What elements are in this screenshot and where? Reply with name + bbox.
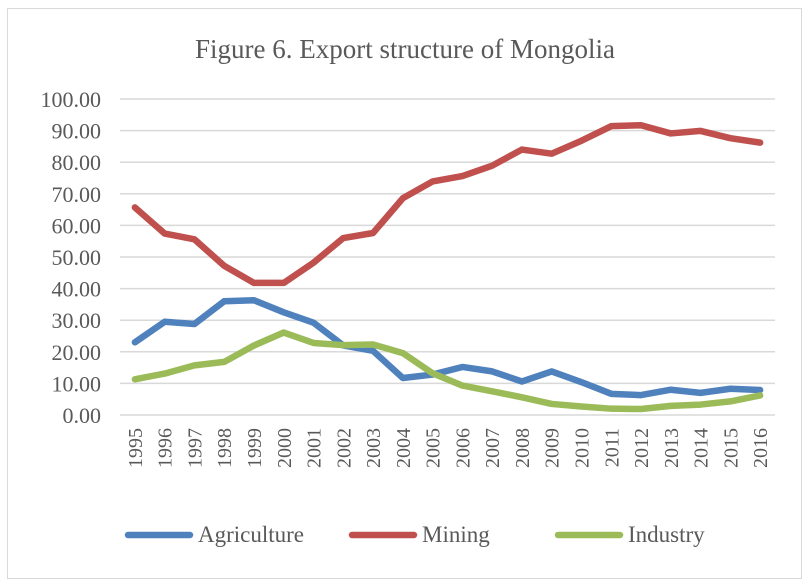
x-tick-label: 2003	[363, 428, 385, 468]
legend-label: Industry	[628, 522, 705, 547]
y-tick-label: 50.00	[52, 245, 102, 270]
legend-item-mining: Mining	[348, 522, 490, 547]
x-tick-label: 1999	[244, 428, 266, 468]
legend-item-agriculture: Agriculture	[124, 522, 304, 547]
series-line-mining	[131, 121, 764, 287]
x-tick-label: 2016	[750, 428, 772, 468]
x-tick-label: 2002	[333, 428, 355, 468]
legend-label: Agriculture	[198, 522, 304, 547]
y-tick-label: 20.00	[52, 340, 102, 365]
x-tick-label: 2010	[571, 428, 593, 468]
x-tick-label: 2009	[542, 428, 564, 468]
y-tick-label: 70.00	[52, 182, 102, 207]
x-tick-label: 2005	[423, 428, 445, 468]
x-tick-label: 2012	[631, 428, 653, 468]
x-tick-label: 1996	[155, 428, 177, 468]
y-tick-label: 100.00	[41, 87, 102, 112]
x-tick-label: 2007	[482, 428, 504, 468]
legend-item-industry: Industry	[554, 522, 705, 547]
y-tick-label: 60.00	[52, 213, 102, 238]
x-tick-label: 2001	[304, 428, 326, 468]
y-tick-label: 30.00	[52, 308, 102, 333]
series-line-agriculture	[131, 297, 764, 399]
x-tick-label: 2013	[661, 428, 683, 468]
x-tick-label: 2011	[601, 428, 623, 467]
x-tick-label: 1998	[214, 428, 236, 468]
chart-title: Figure 6. Export structure of Mongolia	[195, 34, 615, 64]
legend-label: Mining	[422, 522, 490, 547]
y-tick-label: 0.00	[63, 403, 102, 428]
y-tick-label: 40.00	[52, 277, 102, 302]
y-tick-label: 90.00	[52, 119, 102, 144]
x-tick-label: 2008	[512, 428, 534, 468]
x-tick-label: 1995	[125, 428, 147, 468]
x-tick-label: 2014	[691, 428, 713, 468]
chart-frame	[7, 8, 802, 579]
y-tick-label: 80.00	[52, 150, 102, 175]
x-tick-label: 2004	[393, 428, 415, 468]
y-tick-label: 10.00	[52, 371, 102, 396]
series-line-industry	[131, 329, 764, 413]
x-tick-label: 2000	[274, 428, 296, 468]
x-tick-label: 2006	[452, 428, 474, 468]
x-tick-label: 2015	[720, 428, 742, 468]
x-tick-label: 1997	[184, 428, 206, 468]
